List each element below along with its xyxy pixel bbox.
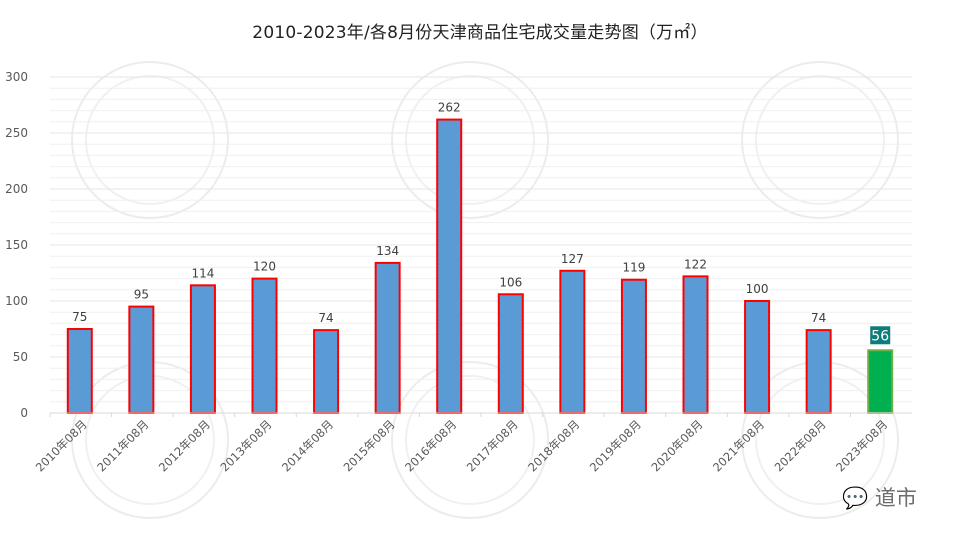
bar: 75 [66,310,93,414]
value-label: 262 [438,101,461,115]
y-tick-label: 0 [20,406,28,420]
x-tick-label: 2016年08月 [402,417,459,474]
bar: 127 [559,252,586,415]
value-label: 106 [499,275,522,289]
value-label: 114 [191,266,214,280]
y-tick-label: 250 [5,126,28,140]
x-tick-label: 2012年08月 [156,417,213,474]
bar: 134 [374,244,401,415]
x-tick-label: 2014年08月 [279,417,336,474]
watermark-text: 道市 [874,486,917,510]
bar: 56 [867,326,894,414]
y-tick-label: 50 [13,350,28,364]
x-tick-label: 2011年08月 [94,417,151,474]
x-tick-label: 2023年08月 [833,417,890,474]
bar: 74 [805,311,832,414]
bar: 119 [620,261,647,414]
y-tick-label: 100 [5,294,28,308]
y-tick-label: 300 [5,70,28,84]
x-tick-label: 2020年08月 [648,417,705,474]
value-label: 74 [318,311,333,325]
bar: 95 [128,288,155,415]
chart-title: 2010-2023年/各8月份天津商品住宅成交量走势图（万㎡） [252,23,708,43]
value-label: 95 [134,288,149,302]
x-tick-label: 2015年08月 [341,417,398,474]
bar: 100 [744,282,771,414]
x-tick-label: 2017年08月 [464,417,521,474]
bar: 262 [436,101,463,414]
x-tick-label: 2010年08月 [33,417,90,474]
bar: 122 [682,257,709,414]
value-label: 100 [746,282,769,296]
x-tick-label: 2021年08月 [710,417,767,474]
wechat-icon: 💬 [842,486,869,510]
value-label: 134 [376,244,399,258]
value-label: 122 [684,257,707,271]
x-tick-label: 2022年08月 [772,417,829,474]
watermark: 💬 道市 [842,482,917,512]
value-label: 119 [622,261,645,275]
value-label: 127 [561,252,584,266]
bar: 120 [251,260,278,414]
y-tick-label: 150 [5,238,28,252]
value-label: 56 [871,328,889,344]
x-tick-label: 2019年08月 [587,417,644,474]
bar: 106 [497,275,524,414]
bar: 74 [313,311,340,414]
value-label: 75 [72,310,87,324]
value-label: 74 [811,311,826,325]
bar: 114 [189,266,216,415]
y-tick-label: 200 [5,182,28,196]
value-label: 120 [253,260,276,274]
